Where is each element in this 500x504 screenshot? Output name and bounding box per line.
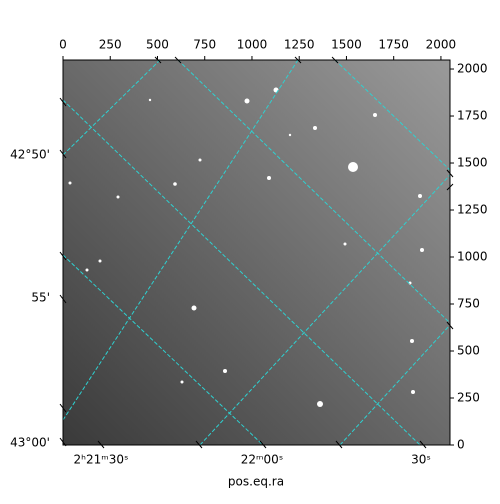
- dec-tick-label: 55': [31, 291, 50, 305]
- dec-tick-label: 42°50': [10, 148, 50, 162]
- x-tick-label: 0: [59, 38, 67, 52]
- y-tick-label: 1000: [457, 250, 488, 264]
- ra-tick-label: 2ʰ21ᵐ30ˢ: [74, 453, 129, 467]
- y-tick-label: 2000: [457, 62, 488, 76]
- x-tick-label: 1250: [284, 38, 315, 52]
- y-tick-label: 250: [457, 391, 480, 405]
- x-tick-label: 250: [99, 38, 122, 52]
- x-tick-label: 1750: [378, 38, 409, 52]
- x-tick-label: 1000: [237, 38, 268, 52]
- x-tick-label: 750: [193, 38, 216, 52]
- y-tick-label: 1750: [457, 109, 488, 123]
- x-tick-label: 1500: [331, 38, 362, 52]
- y-tick-label: 1250: [457, 203, 488, 217]
- y-tick-label: 0: [457, 438, 465, 452]
- ra-tick-label: 22ᵐ00ˢ: [241, 453, 284, 467]
- stars: [68, 87, 424, 407]
- ra-tick-label: 30ˢ: [411, 453, 431, 467]
- y-tick-label: 750: [457, 297, 480, 311]
- x-tick-label: 2000: [426, 38, 457, 52]
- x-tick-label: 500: [146, 38, 169, 52]
- coordinate-grid: [63, 60, 450, 445]
- y-tick-label: 1500: [457, 156, 488, 170]
- plot-frame: [62, 59, 451, 446]
- y-tick-label: 500: [457, 344, 480, 358]
- sky-image: [63, 60, 450, 445]
- wcs-ticks: [59, 56, 454, 449]
- x-axis-label: pos.eq.ra: [228, 475, 284, 489]
- dec-tick-label: 43°00': [10, 436, 50, 450]
